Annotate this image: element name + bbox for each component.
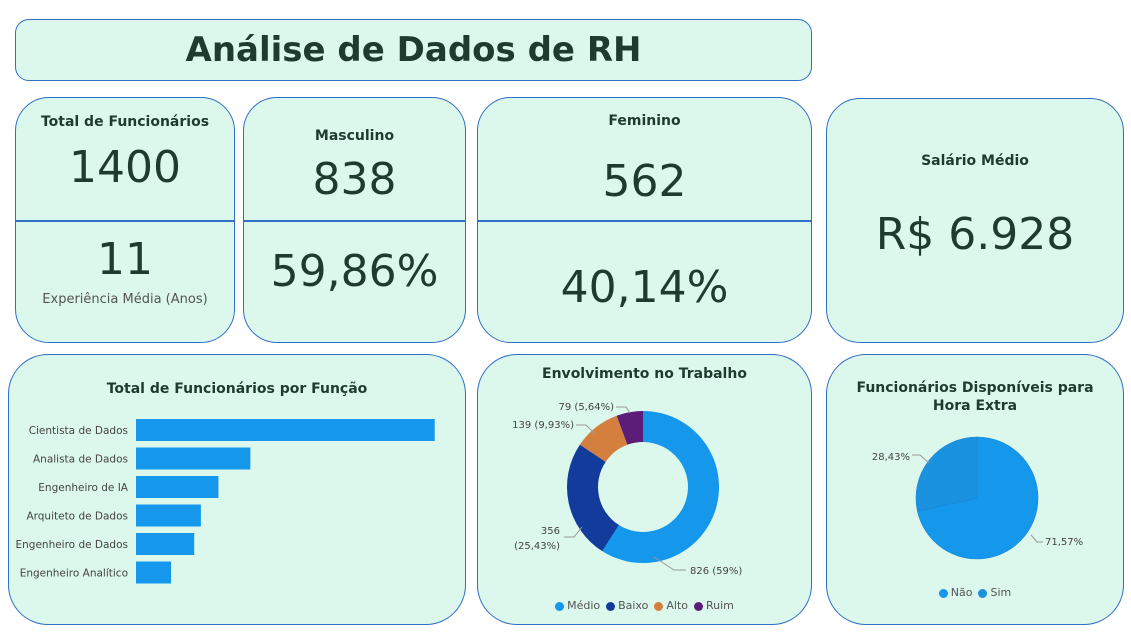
bar-3[interactable]: [136, 504, 201, 527]
chart-roles-title: Total de Funcionários por Função: [106, 381, 368, 397]
bar-5[interactable]: [136, 561, 172, 584]
legend-item-2[interactable]: Alto: [654, 599, 688, 612]
kpi-divider: [16, 220, 234, 222]
legend-item-0[interactable]: Não: [938, 586, 972, 599]
kpi-male-label: Masculino: [314, 128, 395, 144]
chart-card-engagement[interactable]: Envolvimento no Trabalho 826 (59%) 356 (25…: [477, 354, 812, 625]
donut-label-0: 826 (59%): [690, 566, 742, 577]
legend-item-1[interactable]: Sim: [978, 586, 1011, 599]
kpi-female-value: 562: [602, 156, 687, 207]
bar-label-3: Arquiteto de Dados: [26, 511, 128, 523]
pie-label-0: 71,57%: [1045, 537, 1083, 548]
kpi-card-female[interactable]: Feminino 562 40,14%: [477, 97, 812, 343]
donut-label-3: 79 (5,64%): [559, 402, 615, 413]
bar-2[interactable]: [136, 476, 219, 498]
pie-legend: Não Sim: [827, 586, 1123, 599]
kpi-divider: [244, 220, 465, 222]
legend-item-0[interactable]: Médio: [555, 599, 600, 612]
bar-1[interactable]: [136, 447, 251, 470]
kpi-experience-label: Experiência Média (Anos): [42, 292, 208, 307]
donut-slice-0[interactable]: [602, 411, 719, 563]
kpi-total-value: 1400: [69, 142, 181, 193]
donut-slice-2[interactable]: [579, 415, 628, 462]
pie-slice-1[interactable]: [915, 436, 978, 512]
pie-label-1: 28,43%: [872, 452, 910, 463]
bar-label-0: Cientista de Dados: [29, 425, 128, 437]
bar-4[interactable]: [136, 533, 195, 555]
kpi-salary-label: Salário Médio: [921, 153, 1029, 169]
bar-0[interactable]: [136, 419, 435, 441]
bar-label-1: Analista de Dados: [33, 454, 128, 466]
kpi-card-male[interactable]: Masculino 838 59,86%: [243, 97, 466, 343]
kpi-male-value: 838: [312, 154, 397, 205]
bar-chart: Cientista de Dados Analista de Dados Engen…: [16, 419, 435, 584]
kpi-card-salary[interactable]: Salário Médio R$ 6.928: [826, 98, 1124, 343]
kpi-experience-value: 11: [97, 234, 153, 285]
donut-slice-3[interactable]: [616, 411, 643, 445]
bar-label-5: Engenheiro Analítico: [20, 568, 128, 580]
legend-item-1[interactable]: Baixo: [606, 599, 648, 612]
donut-label-2: 139 (9,93%): [512, 420, 574, 431]
chart-overtime-title: Funcionários Disponíveis para Hora Extra: [856, 380, 1094, 414]
kpi-salary-value: R$ 6.928: [875, 209, 1075, 260]
pie-slice-0[interactable]: [917, 436, 1039, 560]
donut-legend: Médio Baixo Alto Ruim: [478, 599, 811, 612]
donut-label-1b: (25,43%): [514, 541, 560, 552]
page-title: Análise de Dados de RH: [185, 30, 642, 70]
bar-label-2: Engenheiro de IA: [38, 482, 129, 494]
kpi-male-percent: 59,86%: [270, 246, 439, 297]
kpi-female-percent: 40,14%: [560, 262, 729, 313]
kpi-female-label: Feminino: [608, 113, 681, 129]
kpi-divider: [478, 220, 811, 222]
legend-item-3[interactable]: Ruim: [694, 599, 734, 612]
bar-label-4: Engenheiro de Dados: [16, 539, 129, 551]
chart-card-roles[interactable]: Total de Funcionários por Função Cientis…: [8, 354, 466, 625]
pie-chart: 71,57% 28,43%: [872, 436, 1083, 560]
donut-slice-1[interactable]: [567, 444, 619, 552]
title-card: Análise de Dados de RH: [15, 19, 812, 81]
donut-chart: 826 (59%) 356 (25,43%) 139 (9,93%) 79 (5,64%…: [512, 402, 742, 577]
chart-engagement-title: Envolvimento no Trabalho: [542, 366, 747, 382]
chart-card-overtime[interactable]: Funcionários Disponíveis para Hora Extra…: [826, 354, 1124, 625]
kpi-total-label: Total de Funcionários: [40, 114, 210, 130]
kpi-card-total[interactable]: Total de Funcionários 1400 11 Experiênci…: [15, 97, 235, 343]
donut-label-1: 356: [541, 526, 560, 537]
